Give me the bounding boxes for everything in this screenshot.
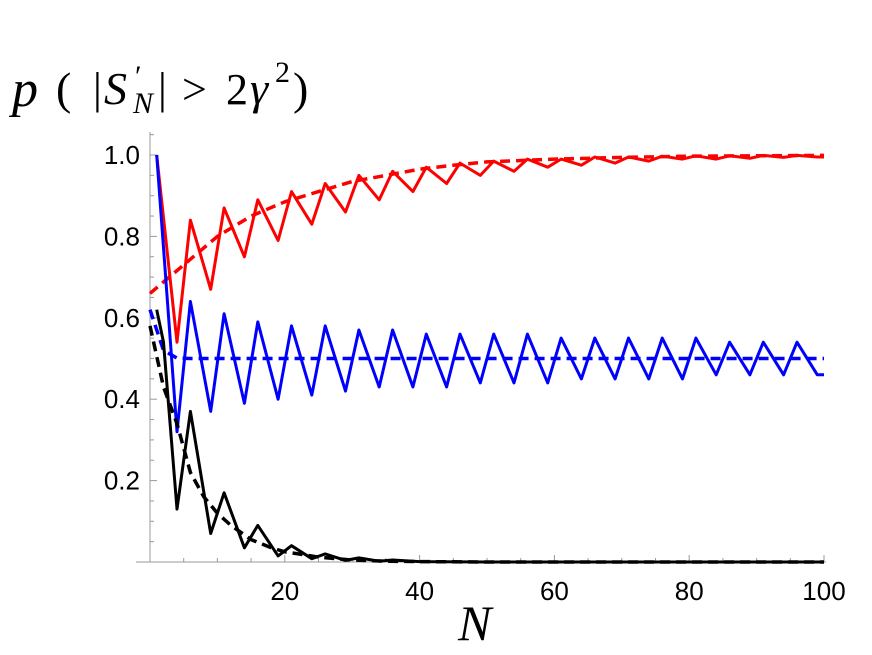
ylabel-two: 2 <box>226 65 248 114</box>
ylabel-abs-left: | <box>93 64 102 113</box>
x-tick-label: 20 <box>270 576 299 606</box>
ylabel-subscript-n: N <box>132 87 155 120</box>
y-tick-label: 0.8 <box>104 221 140 251</box>
y-tick-label: 0.6 <box>104 303 140 333</box>
x-axis-label: N <box>457 595 494 651</box>
series-layer <box>148 153 825 564</box>
series-line-4-solid <box>155 309 824 564</box>
x-tick-label: 100 <box>802 576 845 606</box>
series-line-2-solid <box>155 154 824 434</box>
x-tick-label: 40 <box>405 576 434 606</box>
ylabel-open-paren: ( <box>56 63 71 114</box>
y-tick-label: 0.4 <box>104 384 140 414</box>
x-tick-label: 60 <box>540 576 569 606</box>
ylabel-close-paren: ) <box>293 63 308 114</box>
x-tick-label: 80 <box>675 576 704 606</box>
y-tick-label: 0.2 <box>104 466 140 496</box>
axes <box>136 132 826 563</box>
series-line-0-solid <box>155 153 824 344</box>
ylabel-p: p <box>8 61 38 118</box>
series-line-3-dashed <box>148 309 824 361</box>
ylabel-squared: 2 <box>275 56 290 89</box>
y-tick-label: 1.0 <box>104 140 140 170</box>
ticks: 20 40 60 80 100 0.2 0.4 0.6 0.8 1.0 <box>104 134 846 606</box>
ylabel-gamma: γ <box>250 63 270 114</box>
ylabel-prime: ′ <box>135 60 142 93</box>
y-axis-label: p ( | S ′ N | > 2 γ 2 ) <box>8 56 308 120</box>
ylabel-abs-right: | <box>158 64 167 113</box>
ylabel-s: S <box>104 63 127 114</box>
ylabel-greater-than: > <box>182 65 207 114</box>
series-line-5-dashed <box>148 325 824 564</box>
